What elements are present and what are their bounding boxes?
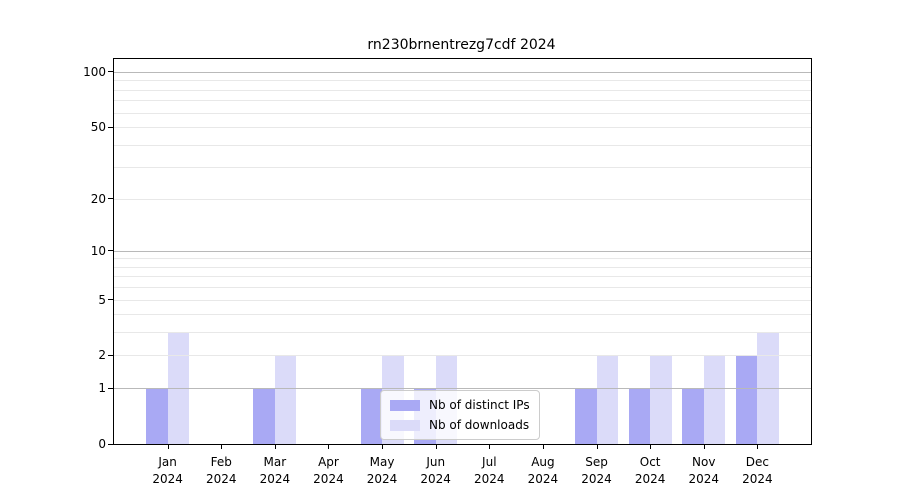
- x-tick-mark: [596, 444, 598, 449]
- bar-downloads-jan: [167, 332, 190, 444]
- y-tick-mark: [108, 443, 114, 445]
- minor-gridline: [114, 287, 811, 289]
- y-tick-label: 20: [90, 191, 106, 206]
- legend-label: Nb of downloads: [429, 418, 530, 432]
- bar-distinct-ips-oct: [628, 388, 651, 444]
- x-tick-label: Sep 2024: [581, 455, 612, 487]
- x-tick-mark: [542, 444, 544, 449]
- legend-item: Nb of downloads: [390, 418, 530, 432]
- x-tick-label: Nov 2024: [688, 455, 720, 487]
- minor-gridline: [114, 266, 811, 268]
- minor-gridline: [114, 112, 811, 114]
- bar-downloads-sep: [596, 355, 618, 444]
- x-tick-mark: [703, 444, 705, 449]
- y-tick-mark: [108, 299, 114, 301]
- minor-gridline: [114, 100, 811, 102]
- x-tick-label: Aug 2024: [527, 455, 559, 487]
- bar-distinct-ips-nov: [682, 388, 704, 444]
- x-tick-label: May 2024: [366, 455, 398, 487]
- bar-distinct-ips-jan: [146, 388, 168, 444]
- bar-downloads-oct: [650, 355, 672, 444]
- x-tick-mark: [167, 444, 169, 449]
- y-tick-label: 5: [98, 292, 106, 307]
- x-tick-label: Jan 2024: [152, 455, 183, 487]
- y-tick-label: 10: [90, 243, 106, 258]
- legend-swatch: [390, 419, 420, 431]
- minor-gridline: [114, 276, 811, 278]
- y-tick-mark: [108, 387, 114, 389]
- bar-downloads-dec: [757, 332, 779, 444]
- x-tick-mark: [221, 444, 223, 449]
- minor-gridline: [114, 332, 811, 334]
- minor-gridline: [114, 144, 811, 146]
- minor-gridline: [114, 299, 811, 301]
- bar-distinct-ips-dec: [735, 355, 758, 444]
- y-tick-mark: [108, 71, 114, 73]
- x-tick-label: Mar 2024: [259, 455, 291, 487]
- x-tick-label: Dec 2024: [742, 455, 773, 487]
- minor-gridline: [114, 167, 811, 169]
- y-tick-mark: [108, 126, 114, 128]
- x-tick-mark: [382, 444, 384, 449]
- x-tick-label: Jun 2024: [420, 455, 451, 487]
- x-tick-label: Jul 2024: [474, 455, 505, 487]
- bar-distinct-ips-may: [360, 388, 383, 444]
- minor-gridline: [114, 314, 811, 316]
- plot-area: 100 50 20 10 5 2 1 0 Jan 2024 Feb 2024 Mar 2024 Apr 202…: [83, 58, 812, 486]
- minor-gridline: [114, 198, 811, 200]
- y-tick-label: 1: [98, 381, 106, 396]
- x-tick-mark: [274, 444, 276, 449]
- x-tick-mark: [328, 444, 330, 449]
- minor-gridline: [114, 89, 811, 91]
- y-tick-mark: [108, 354, 114, 356]
- major-gridline: [114, 71, 811, 73]
- bar-downloads-mar: [274, 355, 297, 444]
- y-tick-label: 0: [98, 437, 106, 451]
- x-tick-label: Feb 2024: [205, 455, 237, 487]
- x-tick-label: Apr 2024: [313, 455, 344, 487]
- bar-distinct-ips-mar: [253, 388, 275, 444]
- y-tick-mark: [108, 250, 114, 252]
- x-tick-mark: [435, 444, 437, 449]
- y-tick-label: 100: [83, 64, 106, 79]
- minor-gridline: [114, 127, 811, 129]
- legend-item: Nb of distinct IPs: [390, 398, 530, 412]
- x-tick-label: Oct 2024: [634, 455, 666, 487]
- legend-label: Nb of distinct IPs: [429, 398, 530, 412]
- x-tick-mark: [650, 444, 652, 449]
- legend: Nb of distinct IPs Nb of downloads: [380, 390, 540, 440]
- bar-distinct-ips-sep: [575, 388, 597, 444]
- chart-title: rn230brnentrezg7cdf 2024: [367, 37, 556, 53]
- minor-gridline: [114, 80, 811, 82]
- bar-downloads-nov: [703, 355, 726, 444]
- y-tick-label: 2: [98, 348, 106, 363]
- x-tick-mark: [757, 444, 759, 449]
- x-tick-mark: [489, 444, 491, 449]
- minor-gridline: [114, 258, 811, 260]
- legend-swatch: [390, 399, 420, 411]
- major-gridline: [114, 250, 811, 252]
- y-tick-mark: [108, 198, 114, 200]
- y-tick-label: 50: [90, 120, 106, 135]
